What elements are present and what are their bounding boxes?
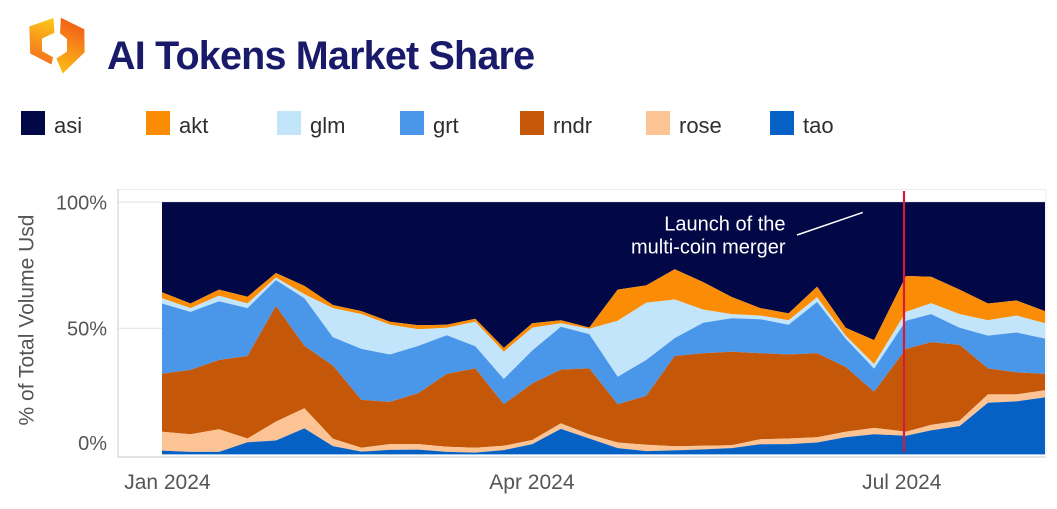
svg-text:Jan 2024: Jan 2024 — [124, 471, 211, 494]
svg-text:50%: 50% — [67, 319, 107, 341]
svg-text:100%: 100% — [56, 193, 107, 215]
svg-text:0%: 0% — [78, 433, 107, 455]
svg-text:Jul 2024: Jul 2024 — [862, 471, 942, 494]
svg-text:% of Total Volume Usd: % of Total Volume Usd — [16, 215, 39, 426]
svg-text:Launch of the: Launch of the — [664, 214, 785, 236]
svg-text:multi-coin merger: multi-coin merger — [631, 237, 786, 259]
svg-text:Apr 2024: Apr 2024 — [489, 471, 575, 494]
